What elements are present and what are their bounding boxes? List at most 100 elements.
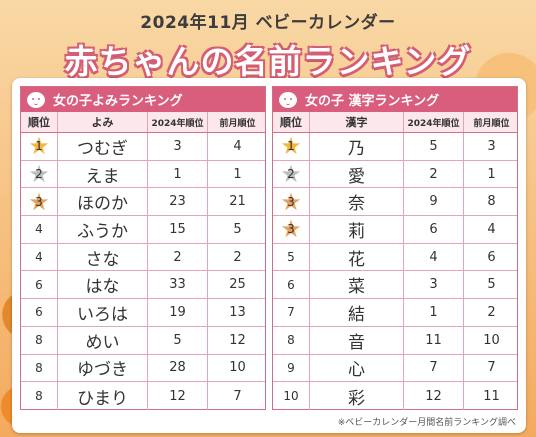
table-row: ★ 2 えま 1 1 [21, 160, 265, 189]
name-cell: 愛 [309, 160, 403, 188]
name-cell: いろは [57, 299, 147, 326]
prev-rank-cell: 2 [463, 299, 519, 326]
name-cell: えま [57, 160, 147, 188]
year-rank-cell: 1 [147, 160, 207, 188]
name-cell: 結 [309, 299, 403, 326]
rank-cell: ★ 2 [273, 161, 309, 188]
year-rank-cell: 3 [403, 271, 463, 299]
prev-rank-cell: 10 [207, 354, 267, 382]
year-rank-cell: 19 [147, 299, 207, 326]
table-row: ★ 3 ほのか 23 21 [21, 188, 267, 217]
name-cell: 彩 [309, 382, 403, 410]
prev-rank-cell: 5 [463, 271, 519, 299]
star-icon: ★ [28, 187, 50, 216]
prev-rank-cell: 25 [207, 271, 267, 299]
rank-cell: 8 [273, 327, 309, 354]
rank-number: 2 [287, 167, 295, 182]
table-row: ★ 3 莉 6 4 [273, 216, 517, 244]
table-row: 8 ゆづき 28 10 [21, 354, 267, 383]
rank-number: 8 [287, 333, 295, 348]
prev-rank-cell: 2 [207, 243, 267, 271]
rank-number: 10 [283, 389, 299, 404]
column-header-year-rank: 2024年順位 [403, 112, 463, 132]
rank-cell: 8 [21, 327, 57, 354]
name-cell: つむぎ [57, 133, 147, 160]
year-rank-cell: 6 [403, 216, 463, 243]
rank-number: 8 [35, 333, 43, 348]
name-cell: はな [57, 271, 147, 299]
rank-number: 3 [35, 194, 43, 209]
year-rank-cell: 3 [147, 133, 207, 160]
prev-rank-cell: 4 [207, 133, 267, 160]
rank-number: 6 [287, 277, 295, 292]
page-title: 赤ちゃんの名前ランキング [64, 42, 472, 81]
prev-rank-cell: 11 [463, 382, 519, 410]
prev-rank-cell: 12 [207, 326, 267, 354]
year-rank-cell: 28 [147, 354, 207, 382]
prev-rank-cell: 21 [207, 188, 267, 216]
baby-face-icon [279, 91, 297, 108]
rank-number: 2 [35, 167, 43, 182]
table-row: ★ 2 愛 2 1 [273, 160, 519, 189]
rank-cell: 8 [21, 382, 57, 410]
rank-number: 1 [287, 139, 295, 154]
star-icon: ★ [28, 160, 50, 189]
rank-cell: 4 [21, 216, 57, 243]
name-cell: ほのか [57, 188, 147, 216]
column-header-rank: 順位 [280, 116, 302, 129]
year-rank-cell: 15 [147, 216, 207, 243]
year-rank-cell: 2 [147, 243, 207, 271]
name-cell: ゆづき [57, 354, 147, 382]
ranking-rows: ★ 1 乃 5 3 ★ 2 愛 2 1 ★ 3 奈 9 8 ★ 3 莉 6 4 5 花 4 6 6 菜 3 5 7 結 1 2 8 音 11 10 9 心… [273, 133, 517, 410]
prev-rank-cell: 7 [463, 354, 519, 382]
rank-cell: 6 [21, 299, 57, 326]
year-rank-cell: 33 [147, 271, 207, 299]
footnote: ※ベビーカレンダー月間名前ランキング調べ [337, 418, 516, 428]
rank-number: 1 [35, 139, 43, 154]
table-row: 4 ふうか 15 5 [21, 216, 265, 244]
table-row: ★ 1 乃 5 3 [273, 133, 517, 161]
header: 2024年11月 ベビーカレンダー 赤ちゃんの名前ランキング [0, 0, 536, 86]
column-header-prev-rank: 前月順位 [463, 112, 519, 132]
name-cell: 奈 [309, 188, 403, 216]
rank-number: 4 [35, 222, 43, 237]
prev-rank-cell: 4 [463, 216, 519, 243]
name-cell: 音 [309, 326, 403, 354]
rank-cell: 8 [21, 355, 57, 382]
name-cell: ひまり [57, 382, 147, 410]
panel-header: 女の子 漢字ランキング [273, 87, 517, 112]
rank-cell: ★ 3 [21, 188, 57, 215]
column-header-name: よみ [57, 112, 147, 132]
rank-cell: ★ 3 [273, 188, 309, 215]
prev-rank-cell: 1 [463, 160, 519, 188]
star-icon: ★ [28, 132, 50, 161]
name-cell: 菜 [309, 271, 403, 299]
prev-rank-cell: 6 [463, 243, 519, 271]
column-header-prev-rank: 前月順位 [207, 112, 267, 132]
star-icon: ★ [280, 160, 302, 189]
rank-cell: 4 [21, 244, 57, 271]
subtitle: 2024年11月 ベビーカレンダー [140, 13, 396, 33]
rank-cell: 5 [273, 244, 309, 271]
table-row: 4 さな 2 2 [21, 243, 267, 272]
prev-rank-cell: 7 [207, 382, 267, 410]
prev-rank-cell: 3 [463, 133, 519, 160]
name-cell: 莉 [309, 216, 403, 243]
rank-number: 5 [287, 250, 295, 265]
rank-cell: ★ 1 [273, 133, 309, 160]
star-icon: ★ [280, 215, 302, 244]
prev-rank-cell: 10 [463, 326, 519, 354]
name-cell: 花 [309, 243, 403, 271]
column-headers: 順位 漢字 2024年順位 前月順位 [273, 112, 517, 133]
table-row: ★ 3 奈 9 8 [273, 188, 517, 217]
rank-number: 9 [287, 360, 295, 375]
rank-number: 4 [35, 250, 43, 265]
rank-number: 3 [287, 194, 295, 209]
year-rank-cell: 1 [403, 299, 463, 326]
year-rank-cell: 12 [403, 382, 463, 410]
rank-cell: 10 [273, 382, 309, 410]
name-cell: 乃 [309, 133, 403, 160]
column-header-rank: 順位 [28, 116, 50, 129]
panel-title: 女の子 漢字ランキング [305, 94, 440, 109]
rank-number: 7 [287, 305, 295, 320]
